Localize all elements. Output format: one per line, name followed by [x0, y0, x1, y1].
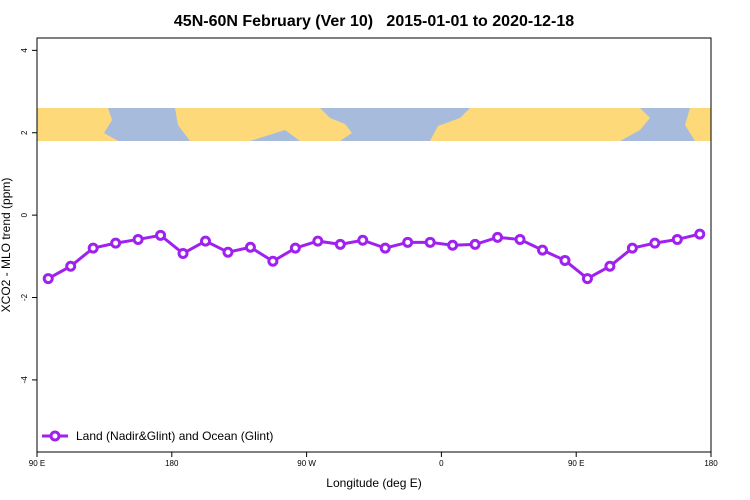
x-tick-label: 90 W: [297, 459, 316, 468]
point: [200, 235, 211, 247]
point: [267, 255, 279, 267]
point: [42, 273, 54, 285]
point: [155, 229, 167, 241]
x-tick-label: 90 E: [568, 459, 584, 468]
x-tick-label: 180: [165, 459, 179, 468]
point: [649, 237, 661, 249]
x-tick-label: 90 E: [29, 459, 45, 468]
legend-marker: [49, 430, 61, 442]
point: [65, 260, 77, 272]
point: [604, 260, 616, 272]
point: [312, 235, 324, 247]
x-tick-label: 180: [704, 459, 718, 468]
y-axis-label: XCO2 - MLO trend (ppm): [0, 178, 13, 313]
y-tick-label: -2: [20, 293, 29, 301]
point: [537, 244, 548, 256]
x-tick-label: 0: [439, 459, 444, 468]
point: [671, 233, 683, 245]
point: [581, 273, 593, 285]
point: [379, 242, 391, 254]
point: [402, 236, 414, 248]
series-line: [47, 232, 701, 281]
map-strip: [37, 108, 711, 141]
point: [289, 242, 301, 254]
y-tick-label: 0: [20, 212, 29, 217]
point: [447, 239, 459, 251]
legend-label: Land (Nadir&Glint) and Ocean (Glint): [76, 429, 273, 443]
plot-frame: [36, 37, 712, 453]
y-tick-label: -4: [20, 376, 29, 384]
point: [87, 242, 99, 254]
point: [514, 233, 526, 245]
point: [244, 241, 256, 253]
point: [132, 233, 144, 245]
point: [177, 247, 189, 259]
y-tick-label: 4: [20, 48, 29, 53]
y-tick-label: 2: [20, 130, 29, 135]
point: [694, 228, 706, 240]
point: [492, 231, 504, 243]
point: [424, 236, 436, 248]
point: [110, 237, 122, 249]
chart-title: 45N-60N February (Ver 10) 2015-01-01 to …: [174, 13, 574, 30]
point: [334, 238, 346, 250]
point: [222, 246, 234, 258]
point: [626, 242, 638, 254]
point: [559, 254, 571, 266]
point: [357, 234, 369, 246]
x-axis-label: Longitude (deg E): [326, 476, 421, 490]
point: [469, 238, 481, 250]
legend: Land (Nadir&Glint) and Ocean (Glint): [42, 429, 273, 443]
